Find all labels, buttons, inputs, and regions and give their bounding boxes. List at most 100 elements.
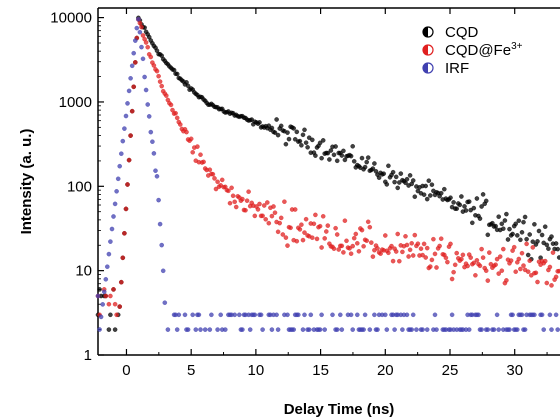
data-point [173, 110, 178, 116]
data-point [314, 236, 320, 242]
data-point [213, 186, 219, 192]
data-point [117, 304, 123, 309]
data-point [384, 182, 390, 187]
data-point [283, 141, 289, 147]
data-point [263, 216, 269, 222]
data-point [356, 248, 362, 254]
data-point [285, 243, 290, 248]
data-point [258, 312, 264, 318]
data-point [354, 240, 360, 246]
data-point [468, 255, 474, 260]
data-point [410, 312, 416, 318]
data-point [449, 312, 455, 318]
data-point [370, 166, 376, 171]
data-point [302, 312, 307, 318]
data-point [188, 136, 194, 142]
data-point [243, 207, 248, 213]
data-point [232, 312, 238, 318]
data-point [261, 203, 267, 208]
data-point [325, 223, 331, 228]
data-point [541, 327, 547, 332]
data-point [494, 256, 500, 262]
data-point [269, 327, 275, 332]
data-point [429, 182, 435, 188]
data-point [409, 240, 415, 246]
data-point [497, 254, 503, 259]
data-point [483, 198, 489, 204]
data-point [275, 229, 281, 235]
data-point [129, 63, 135, 69]
data-point [344, 238, 349, 244]
data-point [128, 75, 133, 81]
data-point [535, 279, 540, 285]
data-point [272, 130, 278, 135]
data-point [452, 262, 458, 268]
data-point [193, 327, 199, 332]
data-point [160, 268, 166, 274]
data-point [532, 312, 537, 318]
data-point [322, 236, 328, 241]
data-point [354, 312, 360, 318]
data-point [252, 213, 258, 219]
data-point [112, 327, 118, 332]
data-point [185, 327, 191, 332]
data-point [519, 250, 525, 256]
data-point [162, 300, 168, 306]
data-point [299, 142, 304, 148]
data-point [333, 225, 338, 231]
data-point [207, 167, 213, 173]
data-point [308, 312, 314, 318]
data-point [372, 312, 377, 318]
data-point [319, 245, 324, 250]
data-point [421, 241, 427, 247]
data-point [111, 214, 116, 219]
data-point [533, 270, 539, 276]
data-point [156, 197, 161, 203]
data-point [174, 327, 180, 332]
data-point [361, 327, 366, 332]
data-point [157, 221, 163, 227]
data-point [288, 225, 293, 231]
data-point [365, 155, 371, 160]
legend-marker-fill [423, 27, 428, 37]
data-point [386, 250, 391, 256]
data-point [334, 158, 340, 164]
data-point [108, 239, 113, 244]
data-point [471, 260, 477, 266]
data-point [132, 38, 138, 43]
data-point [500, 226, 506, 232]
data-point [460, 252, 466, 258]
data-point [313, 153, 318, 158]
data-point [351, 235, 357, 241]
data-point [547, 312, 553, 318]
data-point [129, 108, 135, 114]
data-point [415, 241, 421, 247]
data-point [101, 289, 107, 295]
data-point [209, 312, 214, 318]
y-tick-label: 100 [67, 178, 92, 195]
data-point [521, 263, 526, 268]
data-point [120, 255, 126, 261]
data-point [546, 246, 551, 252]
data-point [154, 68, 160, 74]
data-point [98, 314, 104, 320]
data-point [300, 132, 306, 138]
data-point [174, 71, 180, 77]
data-point [474, 257, 480, 263]
data-point [486, 250, 492, 255]
data-point [350, 327, 356, 332]
data-point [396, 180, 402, 185]
data-point [368, 240, 374, 245]
data-point [504, 211, 509, 217]
data-point [334, 327, 340, 332]
data-point [117, 163, 123, 169]
data-point [348, 153, 354, 159]
data-point [412, 194, 418, 200]
data-point [459, 194, 464, 199]
data-point [309, 235, 315, 241]
data-point [125, 182, 130, 187]
data-point [513, 221, 519, 227]
data-point [362, 312, 368, 318]
data-point [303, 216, 309, 222]
data-point [351, 158, 357, 164]
